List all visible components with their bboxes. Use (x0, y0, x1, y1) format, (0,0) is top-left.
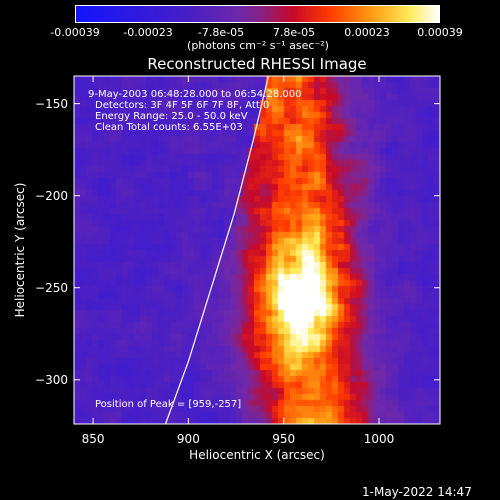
colorbar-tick-label: -7.8e-05 (197, 26, 245, 39)
solar-limb-line (164, 75, 269, 425)
x-axis-label: Heliocentric X (arcsec) (189, 448, 325, 462)
y-axis-label: Heliocentric Y (arcsec) (13, 182, 27, 318)
annotation-clean-counts: Clean Total counts: 6.55E+03 (95, 122, 243, 133)
x-tick-label: 900 (176, 432, 200, 446)
colorbar-tick-label: -0.00023 (123, 26, 173, 39)
colorbar-tick-label: 7.8e-05 (272, 26, 316, 39)
y-tick-label: −150 (35, 96, 68, 111)
x-tick-label: 850 (81, 432, 105, 446)
colorbar-tick-label: 0.00039 (417, 26, 463, 39)
annotation-energy-range: Energy Range: 25.0 - 50.0 keV (95, 111, 248, 122)
chart-title: Reconstructed RHESSI Image (147, 55, 367, 73)
y-tick-label: −250 (35, 280, 68, 295)
plot-frame (73, 75, 441, 425)
colorbar (75, 5, 440, 23)
colorbar-tick-label: -0.00039 (50, 26, 100, 39)
y-tick-label: −300 (35, 372, 68, 387)
annotation-detectors: Detectors: 3F 4F 5F 6F 7F 8F, Att 0 (95, 100, 270, 111)
heatmap-image (74, 76, 440, 424)
annotation-time-range: 9-May-2003 06:48:28.000 to 06:54:28.000 (88, 89, 302, 100)
annotation-peak-position: Position of Peak = [959,-257] (95, 399, 242, 410)
colorbar-tick-label: 0.00023 (344, 26, 390, 39)
y-tick-label: −200 (35, 188, 68, 203)
timestamp: 1-May-2022 14:47 (362, 485, 472, 499)
x-tick-label: 1000 (363, 432, 395, 446)
x-tick-label: 950 (272, 432, 296, 446)
colorbar-unit-label: (photons cm⁻² s⁻¹ asec⁻²) (187, 39, 329, 52)
